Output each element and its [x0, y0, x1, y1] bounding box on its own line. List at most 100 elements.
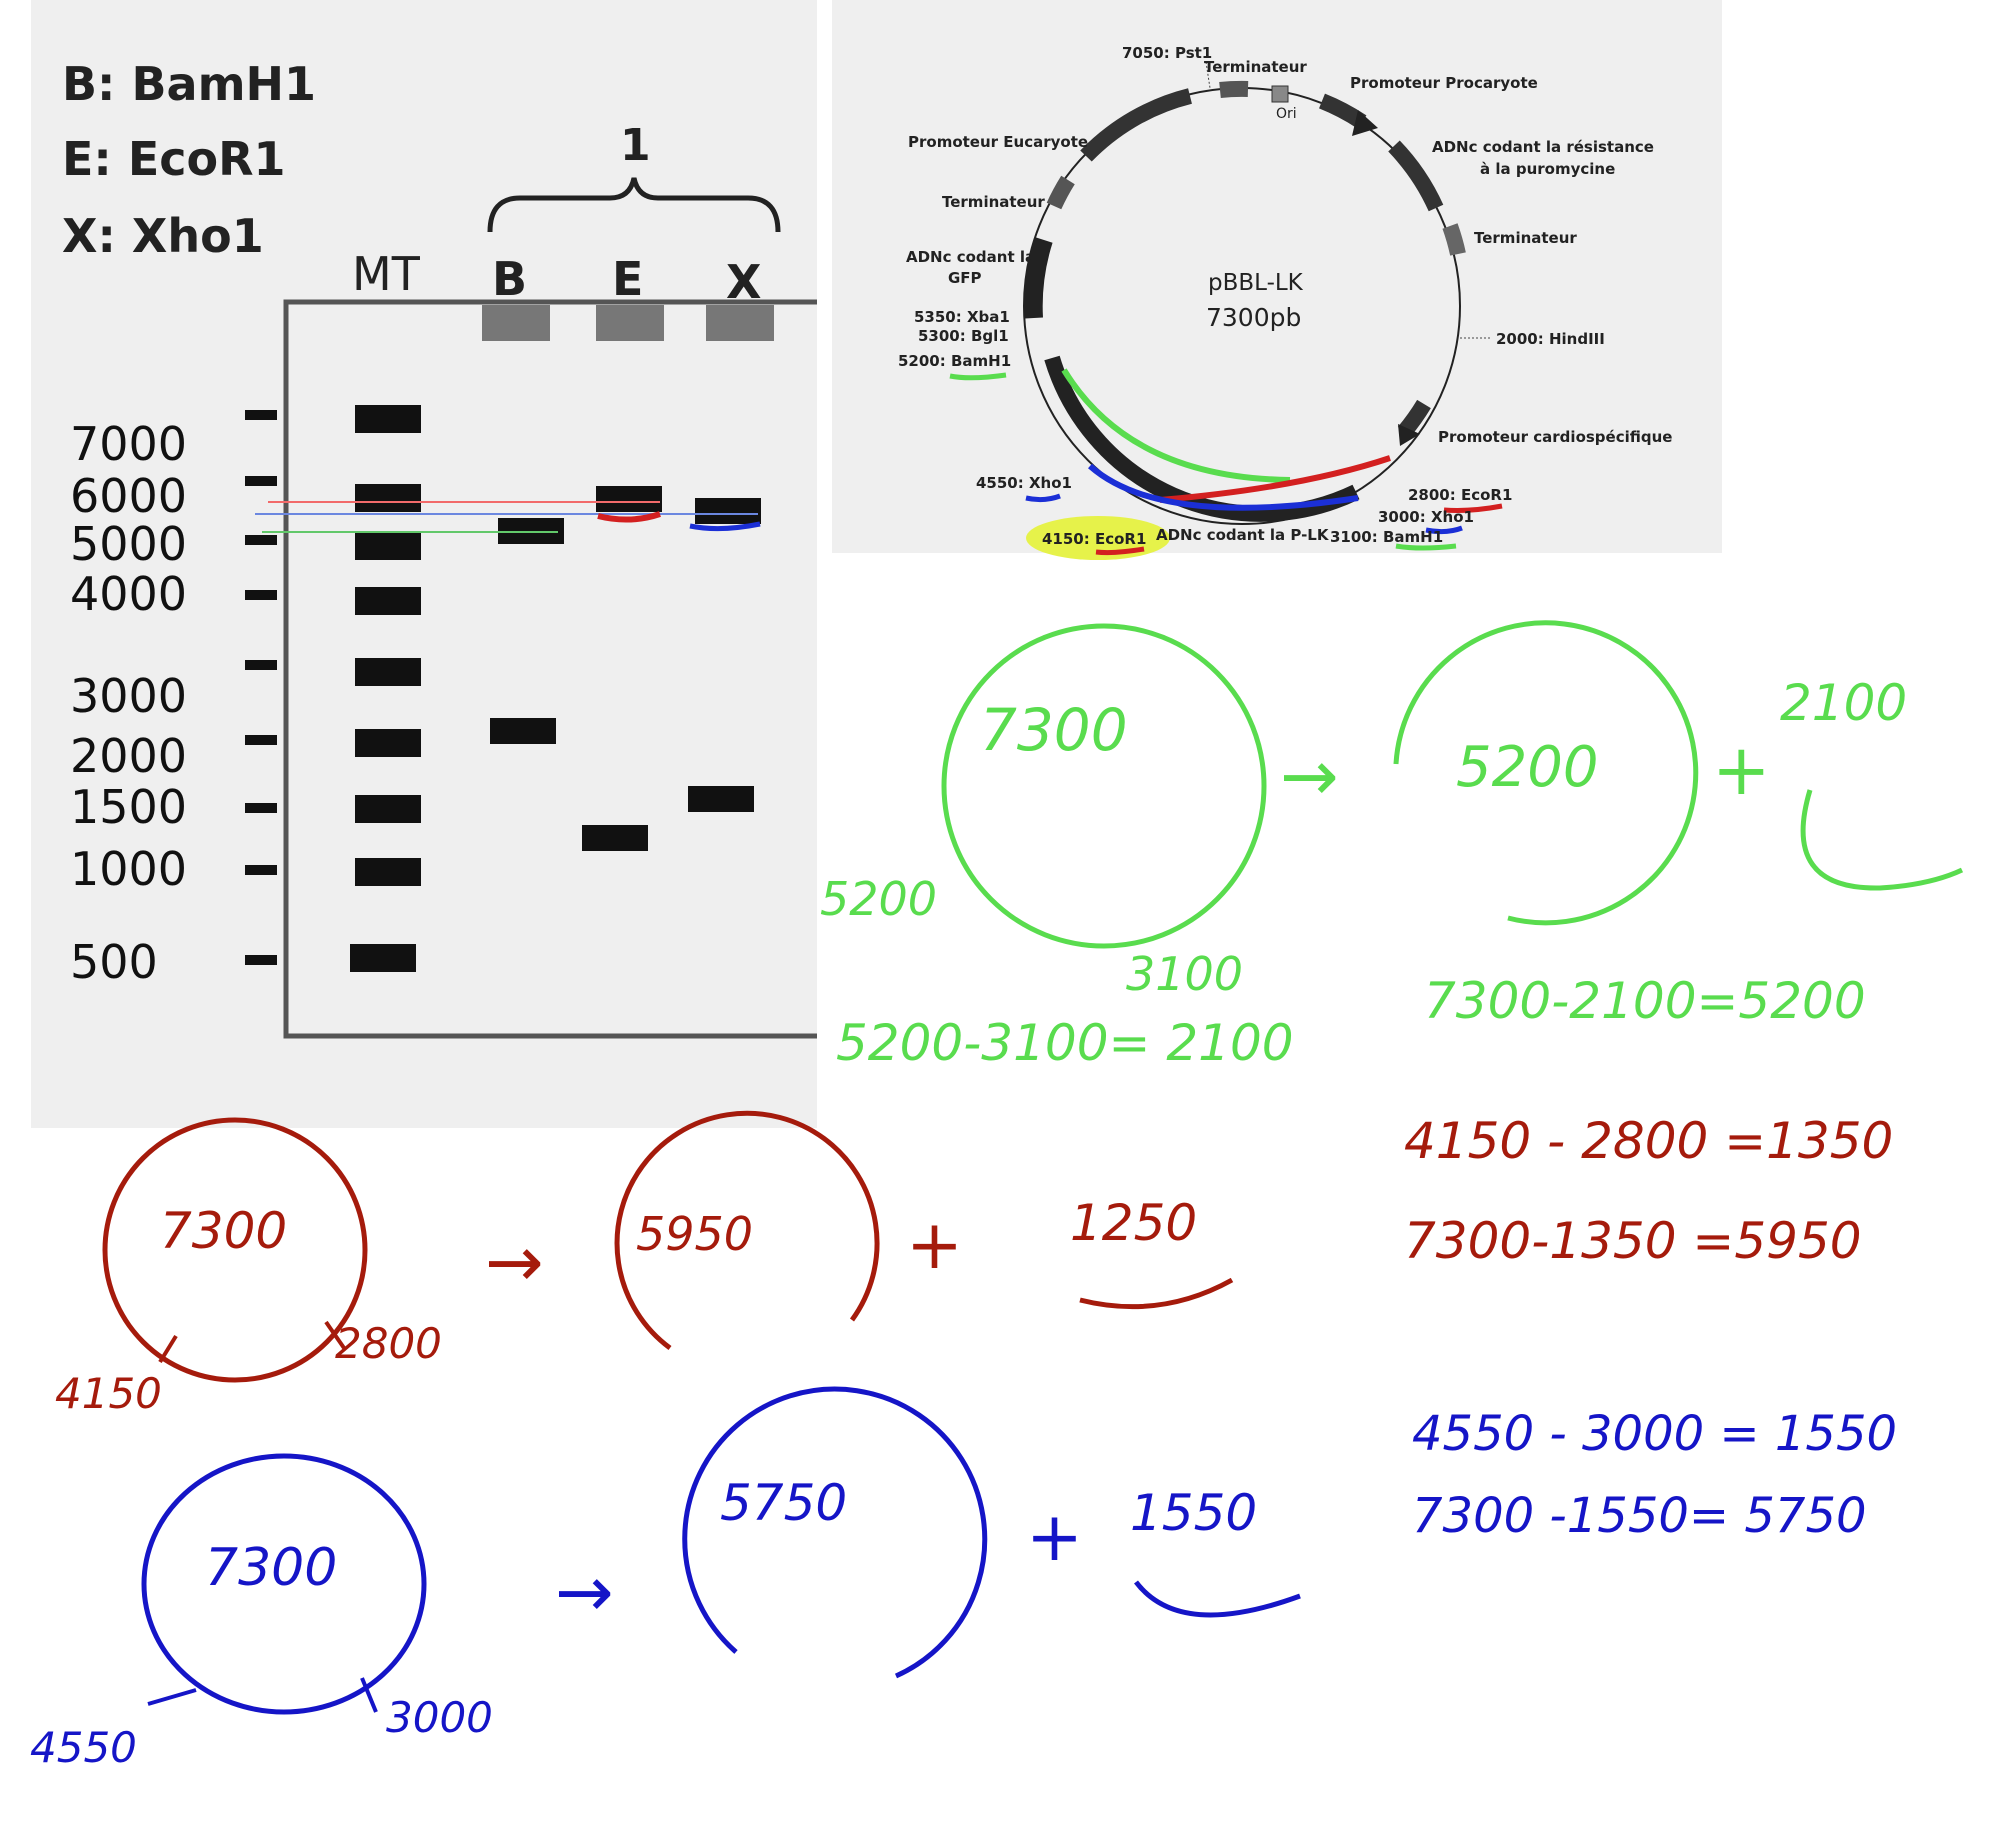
block-terminator-right: [1442, 223, 1466, 256]
blue-cut-mark-right: [360, 1677, 378, 1713]
block-terminator-top: [1219, 80, 1249, 98]
enzyme-legend-xho1: X: Xho1: [62, 209, 264, 263]
block-plk: [1044, 355, 1360, 522]
red-calc-1: 4150 - 2800 =1350: [1404, 1112, 1893, 1170]
green-circle-plasmid: [941, 623, 1267, 949]
gel: B: BamH1 E: EcoR1 X: Xho1 1 MT B E X 700…: [62, 57, 817, 1039]
ladder-tick: [245, 955, 277, 965]
ladder-tick: [245, 476, 277, 486]
lane-label-b: B: [492, 252, 527, 306]
ladder-band: [355, 658, 421, 686]
underline-red: [597, 511, 661, 523]
band-x-1550: [688, 786, 754, 812]
underline-xho1-3000: [1425, 525, 1463, 535]
ladder-band: [355, 405, 421, 433]
blue-cut-left: 4550: [30, 1723, 137, 1772]
red-cut-mark-right: [324, 1320, 346, 1350]
block-puromycin: [1388, 140, 1444, 212]
label-pst1: 7050: Pst1: [1122, 44, 1212, 62]
underline-blue: [689, 521, 761, 532]
ladder-label-6000: 6000: [70, 469, 187, 523]
label-hind3: 2000: HindIII: [1496, 330, 1605, 348]
green-cut-left: 5200: [820, 872, 937, 926]
block-terminator-left: [1046, 175, 1075, 210]
green-fragment-big: [1393, 620, 1699, 926]
ladder-label-500: 500: [70, 935, 158, 989]
ladder-tick: [245, 590, 277, 600]
red-arrow: →: [485, 1221, 544, 1303]
well-x: [706, 305, 774, 341]
underline-ecor1-4150: [1095, 546, 1145, 556]
ladder-band: [355, 587, 421, 615]
arrow-prom-cardio: [1398, 424, 1420, 446]
label-prom-proc: Promoteur Procaryote: [1350, 74, 1538, 92]
ladder-band: [355, 532, 421, 560]
highlight-blue-arc: [1088, 463, 1359, 511]
green-calc-2: 7300-2100=5200: [1424, 972, 1866, 1030]
arrow-prom-proc: [1352, 110, 1378, 136]
ladder-label-2000: 2000: [70, 729, 187, 783]
highlight-green-arc: [1061, 368, 1291, 483]
enzyme-legend-bamh1: B: BamH1: [62, 57, 316, 111]
group-brace: [487, 177, 781, 233]
notes-bamh1: 7300 5200 3100 5200-3100= 2100 → 5200 + …: [820, 620, 1964, 1072]
green-arrow: →: [1280, 735, 1339, 817]
ladder-tick: [245, 535, 277, 545]
band-x-5750: [695, 498, 761, 524]
label-gfp-1: ADNc codant la: [906, 248, 1035, 266]
label-terminator-right: Terminateur: [1474, 229, 1577, 247]
ladder-band: [355, 484, 421, 512]
ladder-bands: [350, 405, 421, 972]
label-gfp-2: GFP: [948, 269, 982, 287]
label-bamh1-3100: 3100: BamH1: [1330, 528, 1443, 546]
gel-frame: [283, 299, 817, 1039]
label-xba1: 5350: Xba1: [914, 308, 1010, 326]
leader-pst1: [1205, 61, 1211, 89]
gel-photo: [31, 0, 817, 1128]
ladder-tick: [245, 803, 277, 813]
label-xho1-3000: 3000: Xho1: [1378, 508, 1474, 526]
underline-bamh1-5200: [949, 372, 1007, 381]
ladder-label-7000: 7000: [70, 417, 187, 471]
blue-calc-1: 4550 - 3000 = 1550: [1412, 1406, 1897, 1462]
label-cardio: Promoteur cardiospécifique: [1438, 428, 1672, 446]
blue-arrow: →: [555, 1551, 614, 1633]
ladder-label-4000: 4000: [70, 567, 187, 621]
red-cut-right: 2800: [335, 1319, 442, 1368]
block-prom-euc: [1080, 88, 1193, 162]
red-circle-label: 7300: [160, 1202, 287, 1260]
plasmid-size: 7300pb: [1206, 303, 1301, 332]
ladder-ticks: [245, 410, 277, 965]
notes-xho1: 7300 4550 3000 → 5750 + 1550 4550 - 3000…: [30, 1386, 1897, 1772]
red-fragment-big-label: 5950: [636, 1207, 753, 1261]
red-fragment-small-label: 1250: [1070, 1194, 1197, 1252]
red-fragment-big: [614, 1110, 880, 1351]
label-adnc-puro: ADNc codant la résistance: [1432, 138, 1654, 156]
blue-circle-label: 7300: [205, 1538, 337, 1598]
label-ori: Ori: [1276, 106, 1297, 122]
red-cut-left: 4150: [55, 1369, 162, 1418]
green-fragment-small: [1800, 789, 1964, 891]
label-plk: ADNc codant la P-LK: [1156, 526, 1330, 544]
label-ecor1-4150: 4150: EcoR1: [1042, 530, 1146, 548]
ladder-band: [355, 729, 421, 757]
underline-ecor1-2800: [1443, 503, 1503, 513]
label-terminator-top: Terminateur: [1204, 58, 1307, 76]
blue-fragment-small: [1134, 1580, 1301, 1618]
label-ecor1-2800: 2800: EcoR1: [1408, 486, 1512, 504]
red-plus: +: [906, 1206, 963, 1285]
label-prom-euc: Promoteur Eucaryote: [908, 133, 1088, 151]
ladder-label-1500: 1500: [70, 780, 187, 834]
green-fragment-small-label: 2100: [1780, 674, 1907, 732]
ladder-tick: [245, 410, 277, 420]
ladder-band: [350, 944, 416, 972]
red-cut-mark-left: [158, 1334, 178, 1364]
blue-cut-mark-left: [147, 1688, 197, 1706]
ladder-label-3000: 3000: [70, 669, 187, 723]
green-fragment-big-label: 5200: [1456, 735, 1599, 800]
ladder-band: [355, 795, 421, 823]
red-circle-plasmid: [102, 1117, 368, 1383]
blue-calc-2: 7300 -1550= 5750: [1412, 1488, 1867, 1544]
